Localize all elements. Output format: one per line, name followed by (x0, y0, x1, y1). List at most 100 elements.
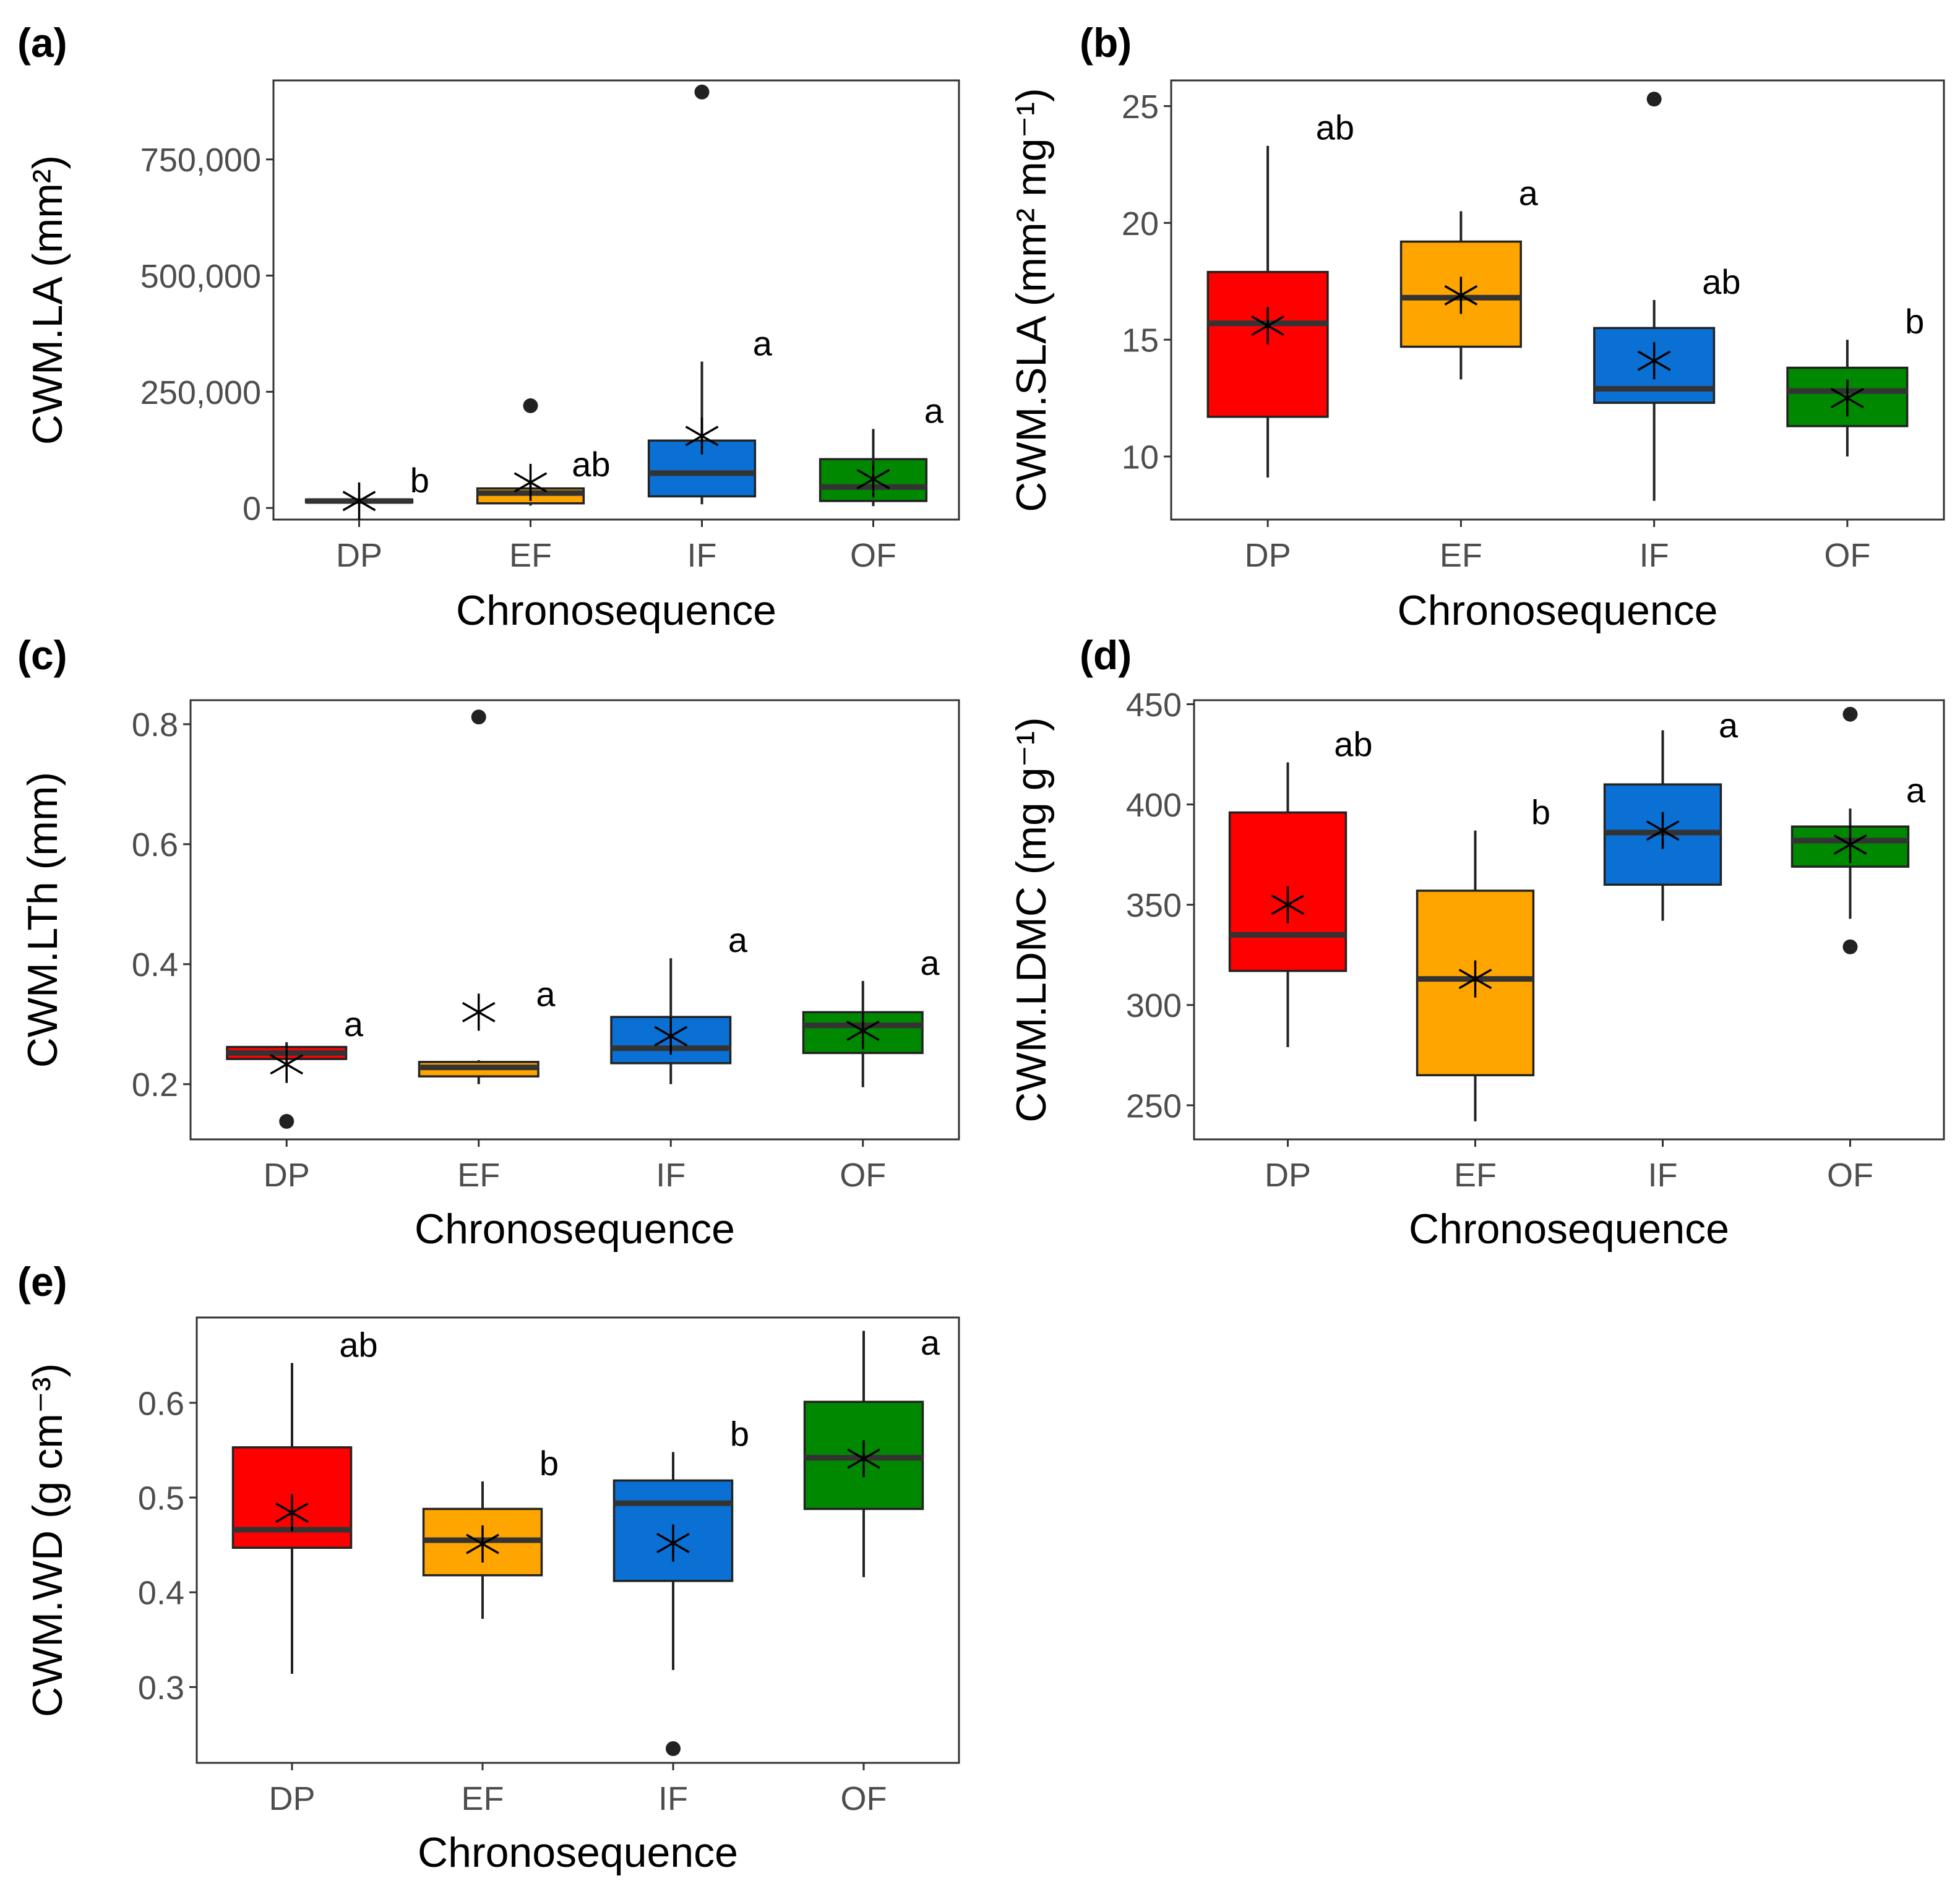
x-tick-label: DP (1245, 537, 1291, 574)
significance-letter: a (924, 391, 944, 430)
x-axis-title: Chronosequence (415, 1206, 735, 1253)
significance-letter: b (410, 461, 429, 500)
box-body (1206, 270, 1329, 418)
box-if: a (647, 84, 773, 505)
mean-marker (1637, 342, 1671, 380)
mean-marker-stroke (685, 426, 719, 447)
box-ef: a (418, 709, 556, 1084)
chart-panel-b: (b) 10 15 20 25 DP EF IF OF Chronosequence CWM.SLA… (1008, 20, 1945, 634)
y-tick-label: 0.4 (138, 1575, 184, 1612)
significance-letter: ab (572, 445, 610, 484)
x-tick-label: DP (269, 1780, 315, 1817)
y-tick-label: 450 (1126, 687, 1182, 724)
significance-letter: a (1906, 771, 1926, 810)
x-tick-label: EF (509, 537, 552, 574)
y-axis-title: CWM.WD (g cm⁻³) (24, 1363, 71, 1717)
plot-frame (196, 1316, 960, 1764)
y-tick-label: 350 (1126, 887, 1182, 924)
x-tick-label: EF (457, 1157, 500, 1194)
y-tick-label: 25 (1122, 88, 1159, 126)
y-axis-title: CWM.LA (mm²) (24, 155, 71, 445)
box-if: b (612, 1415, 749, 1757)
x-axis-title: Chronosequence (418, 1829, 738, 1876)
significance-letter: a (728, 920, 748, 959)
x-tick-label: IF (656, 1157, 686, 1194)
mean-marker (847, 1440, 880, 1478)
outlier-point (279, 1113, 294, 1129)
x-tick-label: OF (850, 537, 896, 574)
plot-frame (272, 79, 960, 521)
mean-marker-stroke (514, 472, 548, 493)
mean-marker-stroke (1637, 350, 1671, 371)
y-tick-label: 0.5 (138, 1480, 184, 1517)
box-dp: ab (1206, 108, 1354, 478)
mean-marker (270, 1045, 304, 1083)
chart-panel-a: (a) 0 250,000 500,000 750,000 DP EF IF OF Chronos… (17, 20, 960, 634)
box-ef: ab (476, 398, 611, 506)
box-dp: b (304, 461, 429, 520)
mean-marker (656, 1524, 690, 1562)
y-tick-label: 400 (1126, 787, 1182, 824)
x-tick-label: IF (1640, 537, 1669, 574)
y-tick-label: 10 (1122, 439, 1159, 476)
significance-letter: b (730, 1415, 749, 1454)
mean-marker (846, 1012, 880, 1050)
y-tick-label: 0.3 (138, 1669, 184, 1707)
box-dp: a (226, 1005, 364, 1129)
mean-marker (1271, 886, 1305, 923)
y-tick-label: 750,000 (140, 142, 261, 179)
chart-panel-c: (c) 0.2 0.4 0.6 0.8 DP EF IF OF Chronosequence CWM… (17, 632, 960, 1253)
mean-marker-stroke (1458, 969, 1492, 990)
y-tick-label: 300 (1126, 987, 1182, 1024)
y-tick-label: 0.6 (138, 1385, 184, 1422)
x-axis-title: Chronosequence (456, 587, 776, 634)
mean-marker (856, 460, 890, 498)
x-tick-label: OF (841, 1780, 887, 1817)
outlier-point (1646, 92, 1662, 107)
mean-marker-stroke (856, 469, 890, 490)
box-of: a (1790, 706, 1926, 954)
significance-letter: a (920, 943, 940, 982)
x-tick-label: IF (658, 1780, 688, 1817)
chart-panel-d: (d) 250 300 350 400 450 DP EF IF OF Chronosequence… (1008, 632, 1945, 1253)
significance-letter: a (536, 974, 556, 1013)
significance-letter: a (753, 324, 773, 363)
mean-marker-stroke (1646, 820, 1680, 841)
y-tick-label: 250,000 (140, 374, 261, 411)
y-tick-label: 0.8 (132, 706, 178, 743)
chart-panel-e: (e) 0.3 0.4 0.5 0.6 DP EF IF OF Chronosequence CWM… (17, 1259, 960, 1876)
y-axis-title: CWM.LDMC (mg g⁻¹) (1008, 717, 1055, 1122)
significance-letter: b (539, 1444, 559, 1483)
outlier-point (471, 709, 486, 725)
box-if: a (1603, 706, 1739, 921)
x-tick-label: DP (1265, 1157, 1311, 1194)
y-axis-title: CWM.SLA (mm² mg⁻¹) (1008, 88, 1055, 512)
plot-frame (1193, 699, 1945, 1141)
significance-letter: ab (1334, 725, 1372, 764)
outlier-point (523, 398, 538, 413)
y-tick-label: 0 (243, 491, 261, 528)
outlier-point (694, 84, 710, 100)
mean-marker (342, 482, 376, 520)
mean-marker-stroke (466, 1533, 499, 1554)
mean-marker-stroke (656, 1533, 690, 1554)
plot-frame (1170, 79, 1945, 521)
x-tick-label: OF (1824, 537, 1870, 574)
y-tick-label: 0.2 (132, 1066, 178, 1103)
outlier-point (666, 1741, 681, 1757)
mean-marker-stroke (342, 491, 376, 512)
mean-marker (1458, 960, 1492, 998)
y-tick-label: 500,000 (140, 258, 261, 295)
significance-letter: ab (339, 1326, 377, 1365)
box-ef: a (1399, 173, 1539, 380)
significance-letter: b (1905, 302, 1924, 341)
panel-label: (d) (1080, 632, 1132, 678)
mean-marker (514, 463, 548, 501)
box-of: a (802, 943, 940, 1087)
box-dp: ab (231, 1326, 378, 1674)
x-axis-title: Chronosequence (1398, 587, 1718, 634)
mean-marker (462, 993, 496, 1031)
panel-label: (e) (17, 1259, 67, 1305)
y-tick-label: 15 (1122, 322, 1159, 359)
box-of: a (803, 1323, 940, 1577)
